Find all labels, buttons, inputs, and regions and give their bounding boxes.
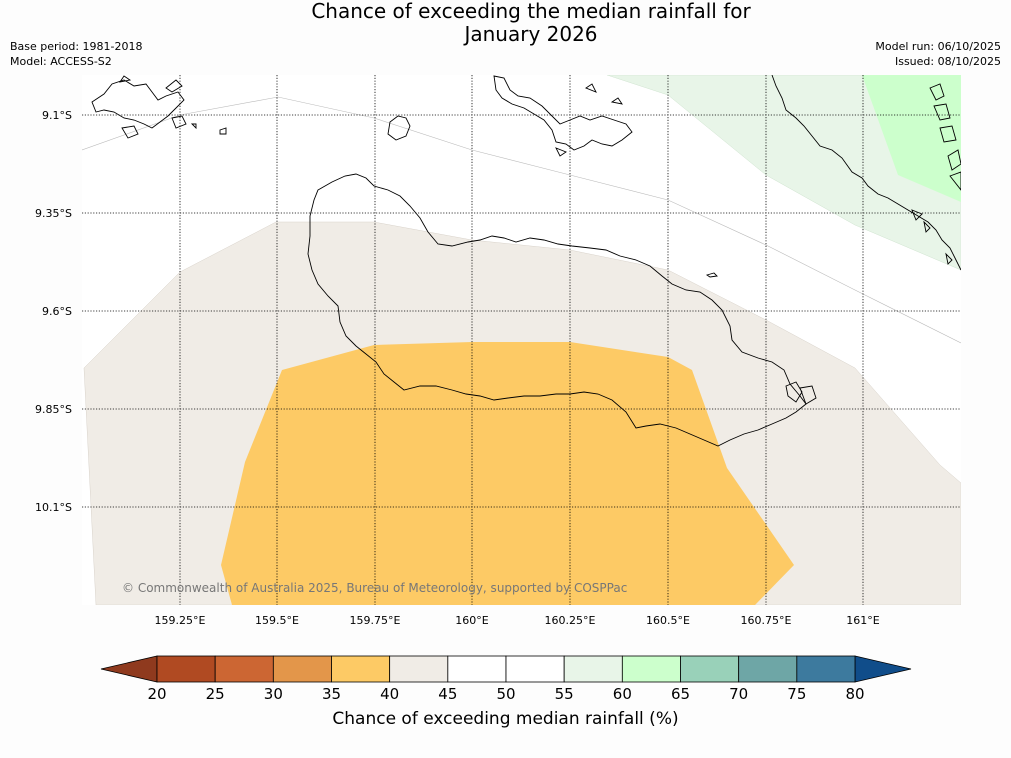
longitude-label: 160°E (455, 614, 488, 627)
coastlines (91, 75, 961, 447)
longitude-labels: 159.25°E 159.5°E 159.75°E 160°E 160.25°E 160.… (155, 614, 880, 627)
colorbar-tick-label: 55 (555, 685, 574, 700)
colorbar-swatch (272, 655, 332, 683)
colorbar-tick-label: 20 (147, 685, 166, 700)
colorbar-tick-label: 65 (671, 685, 690, 700)
colorbar-swatch (738, 655, 798, 683)
meta-right: Model run: 06/10/2025 Issued: 08/10/2025 (875, 39, 1001, 69)
colorbar-tick-label: 60 (613, 685, 632, 700)
coastline-main-island (307, 173, 807, 447)
coastline-ne-islands (493, 75, 633, 157)
latitude-label: 9.6°S (42, 305, 72, 318)
longitude-label: 159.75°E (350, 614, 401, 627)
latitude-label: 9.85°S (35, 403, 72, 416)
model-text: Model: ACCESS-S2 (10, 55, 112, 68)
gridlines (82, 75, 961, 605)
base-period-text: Base period: 1981-2018 (10, 40, 143, 53)
longitude-label: 161°E (846, 614, 879, 627)
colorbar-tick-label: 50 (496, 685, 515, 700)
colorbar-swatch (680, 655, 740, 683)
region-35-40 (221, 342, 794, 605)
colorbar (100, 655, 912, 683)
copyright-text: © Commonwealth of Australia 2025, Bureau… (122, 581, 627, 595)
colorbar-label: Chance of exceeding median rainfall (%) (332, 709, 679, 729)
colorbar-tick-label: 45 (438, 685, 457, 700)
colorbar-swatch (389, 655, 449, 683)
colorbar-swatch (796, 655, 856, 683)
colorbar-over-arrow (854, 655, 912, 683)
meta-left: Base period: 1981-2018 Model: ACCESS-S2 (10, 39, 142, 69)
colorbar-tick-label: 30 (264, 685, 283, 700)
map-title: Chance of exceeding the median rainfall … (0, 0, 1011, 46)
contour-line (82, 96, 961, 344)
coastline-ne-islands-right (911, 83, 961, 265)
model-run-text: Model run: 06/10/2025 (875, 40, 1001, 53)
longitude-label: 160.5°E (646, 614, 690, 627)
colorbar-tick-label: 40 (380, 685, 399, 700)
colorbar-tick-label: 35 (322, 685, 341, 700)
latitude-label: 9.35°S (35, 207, 72, 220)
latitude-label: 10.1°S (35, 501, 72, 514)
colorbar-swatch (563, 655, 623, 683)
longitude-label: 160.75°E (741, 614, 792, 627)
colorbar-ticks: 20 25 30 35 40 45 50 55 60 65 70 75 80 (147, 685, 864, 700)
coastline-central-islet (387, 115, 411, 141)
longitude-label: 159.25°E (155, 614, 206, 627)
colorbar-swatch (214, 655, 274, 683)
latitude-labels: 9.1°S 9.35°S 9.6°S 9.85°S 10.1°S (35, 109, 72, 514)
colorbar-tick-label: 25 (206, 685, 225, 700)
colorbar-swatch (505, 655, 565, 683)
longitude-label: 160.25°E (545, 614, 596, 627)
colorbar-under-arrow (100, 655, 158, 683)
coastline-east-mainland (771, 75, 961, 271)
coastline-small-isle (705, 272, 718, 278)
colorbar-tick-label: 80 (845, 685, 864, 700)
colorbar-swatch (447, 655, 507, 683)
latitude-label: 9.1°S (42, 109, 72, 122)
longitude-label: 159.5°E (255, 614, 299, 627)
rainfall-map: © Commonwealth of Australia 2025, Bureau… (35, 75, 961, 700)
colorbar-tick-label: 70 (729, 685, 748, 700)
coastline-nw-islet (119, 75, 183, 93)
colorbar-swatch (621, 655, 681, 683)
colorbar-swatch (331, 655, 391, 683)
colorbar-tick-label: 75 (787, 685, 806, 700)
coastline-east-isles (785, 381, 817, 405)
title-line-1: Chance of exceeding the median rainfall … (311, 0, 751, 23)
issued-text: Issued: 08/10/2025 (894, 55, 1001, 68)
colorbar-swatch (156, 655, 216, 683)
region-60-65 (862, 75, 961, 202)
title-line-2: January 2026 (464, 22, 598, 46)
